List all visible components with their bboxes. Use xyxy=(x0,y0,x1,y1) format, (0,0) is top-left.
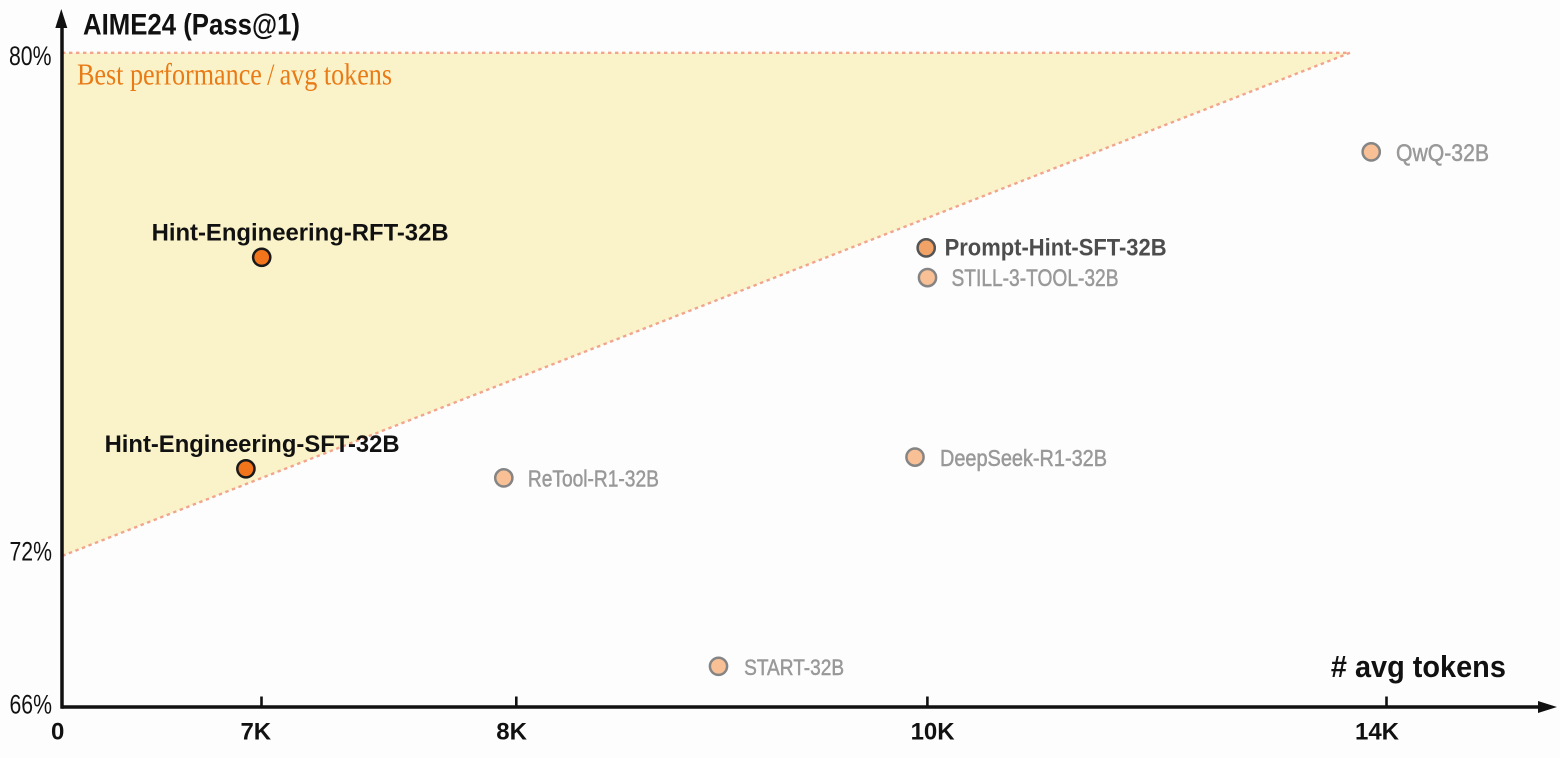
svg-text:# avg tokens: # avg tokens xyxy=(1331,650,1506,684)
svg-text:Prompt-Hint-SFT-32B: Prompt-Hint-SFT-32B xyxy=(945,234,1167,261)
svg-text:STILL-3-TOOL-32B: STILL-3-TOOL-32B xyxy=(952,265,1119,292)
svg-text:Hint-Engineering-RFT-32B: Hint-Engineering-RFT-32B xyxy=(152,219,449,246)
svg-text:10K: 10K xyxy=(911,719,956,746)
svg-text:Best performance / avg tokens: Best performance / avg tokens xyxy=(77,57,392,92)
svg-text:8K: 8K xyxy=(496,719,527,746)
svg-text:START-32B: START-32B xyxy=(744,655,844,680)
svg-text:QwQ-32B: QwQ-32B xyxy=(1396,140,1489,167)
svg-text:66%: 66% xyxy=(10,690,53,720)
svg-text:ReTool-R1-32B: ReTool-R1-32B xyxy=(528,466,659,492)
svg-text:DeepSeek-R1-32B: DeepSeek-R1-32B xyxy=(940,445,1107,471)
svg-text:80%: 80% xyxy=(9,41,52,71)
svg-text:72%: 72% xyxy=(10,537,53,567)
svg-text:7K: 7K xyxy=(240,719,271,746)
svg-text:14K: 14K xyxy=(1355,719,1400,746)
svg-text:Hint-Engineering-SFT-32B: Hint-Engineering-SFT-32B xyxy=(105,431,400,458)
svg-text:AIME24 (Pass@1): AIME24 (Pass@1) xyxy=(83,9,300,42)
svg-text:0: 0 xyxy=(51,719,64,746)
